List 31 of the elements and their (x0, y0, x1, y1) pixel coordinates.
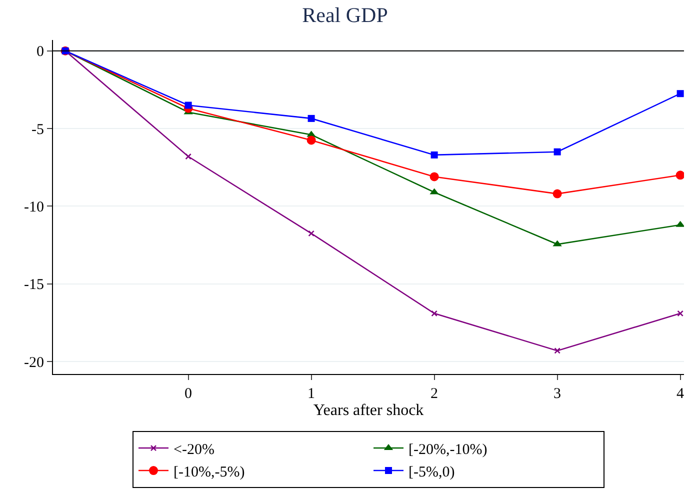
y-tick-label: -10 (24, 199, 44, 216)
point (554, 148, 561, 156)
y-tick-label: -20 (24, 354, 44, 371)
point (676, 220, 684, 227)
point (430, 172, 439, 182)
point (430, 151, 438, 158)
x-tick-label: 4 (676, 386, 685, 402)
point (554, 348, 560, 354)
legend-label: [-10%,-5%) (174, 464, 245, 480)
point (552, 189, 562, 198)
legend-label: [-20%,-10%) (408, 442, 488, 458)
chart-title: Real GDP (302, 3, 388, 28)
point (306, 136, 316, 145)
y-tick-label: 0 (36, 44, 44, 60)
y-tick-label: -5 (32, 122, 44, 138)
x-tick-label: 1 (308, 386, 316, 402)
x-tick-label: 2 (430, 386, 438, 402)
legend-label: <-20% (174, 442, 214, 458)
point (677, 310, 684, 317)
point (431, 310, 438, 317)
y-tick-label: -15 (24, 277, 44, 294)
point (676, 90, 684, 98)
point (308, 230, 314, 237)
point (184, 102, 192, 109)
point (185, 153, 192, 160)
point (676, 170, 684, 180)
x-axis-title: Years after shock (313, 402, 424, 419)
x-tick-label: 0 (184, 386, 192, 402)
x-tick-label: 3 (554, 386, 562, 402)
point (308, 114, 315, 122)
legend-label: [-5%,0) (408, 464, 455, 480)
